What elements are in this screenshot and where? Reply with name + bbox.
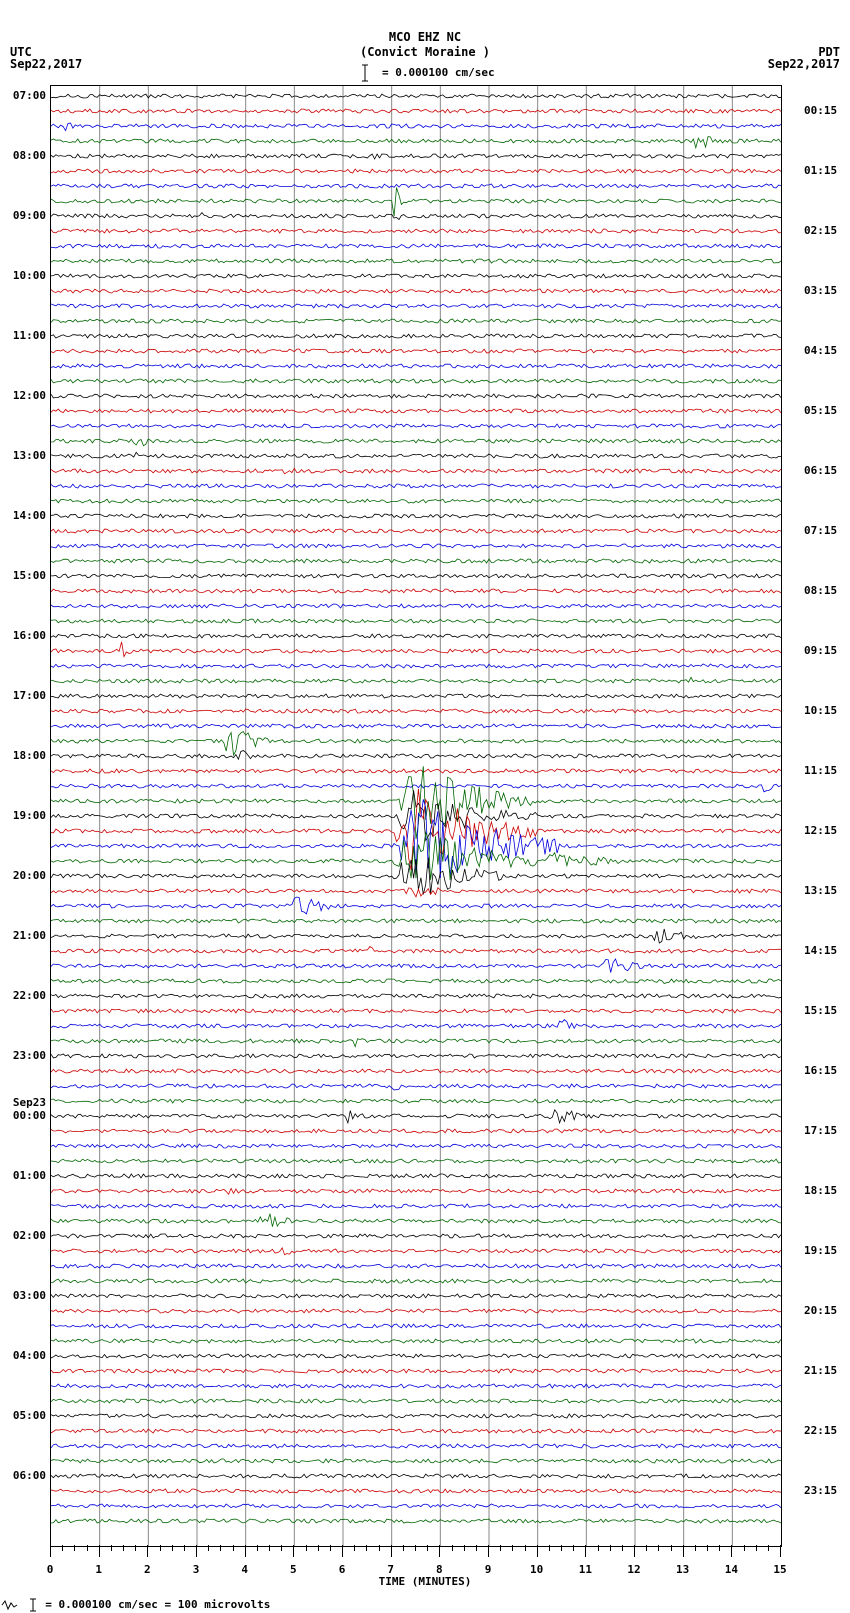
- utc-time-label: 06:00: [13, 1470, 46, 1481]
- utc-time-axis: 07:00 08:00 09:00 10:00 11:00 12:00 13:00 14:00…: [0, 85, 48, 1545]
- footer-scale: = 0.000100 cm/sec = 100 microvolts: [0, 1598, 270, 1612]
- chart-area: [50, 85, 782, 1547]
- scale-text: = 0.000100 cm/sec: [382, 66, 495, 79]
- pdt-time-label: 19:15: [804, 1245, 837, 1256]
- utc-time-label: 07:00: [13, 90, 46, 101]
- x-axis: 0123456789101112131415: [50, 1545, 780, 1575]
- pdt-time-label: 18:15: [804, 1185, 837, 1196]
- utc-time-label: 04:00: [13, 1350, 46, 1361]
- pdt-time-label: 22:15: [804, 1425, 837, 1436]
- station-subtitle: (Convict Moraine ): [0, 45, 850, 59]
- utc-time-label: 21:00: [13, 930, 46, 941]
- x-axis-title: TIME (MINUTES): [0, 1575, 850, 1588]
- pdt-time-label: 07:15: [804, 525, 837, 536]
- pdt-time-label: 09:15: [804, 645, 837, 656]
- pdt-time-label: 14:15: [804, 945, 837, 956]
- utc-time-label: 11:00: [13, 330, 46, 341]
- pdt-time-label: 05:15: [804, 405, 837, 416]
- pdt-time-label: 12:15: [804, 825, 837, 836]
- utc-time-label: 22:00: [13, 990, 46, 1001]
- utc-time-label: 10:00: [13, 270, 46, 281]
- utc-time-label: 12:00: [13, 390, 46, 401]
- utc-time-label: 14:00: [13, 510, 46, 521]
- pdt-time-label: 00:15: [804, 105, 837, 116]
- utc-time-label: 18:00: [13, 750, 46, 761]
- pdt-time-label: 11:15: [804, 765, 837, 776]
- pdt-time-label: 01:15: [804, 165, 837, 176]
- utc-time-label: 09:00: [13, 210, 46, 221]
- scale-indicator: = 0.000100 cm/sec: [0, 63, 850, 83]
- pdt-time-label: 08:15: [804, 585, 837, 596]
- pdt-time-axis: 00:15 01:15 02:15 03:15 04:15 05:15 06:15 07:15…: [802, 85, 850, 1545]
- utc-time-label: 23:00: [13, 1050, 46, 1061]
- pdt-time-label: 20:15: [804, 1305, 837, 1316]
- utc-time-label: 19:00: [13, 810, 46, 821]
- pdt-time-label: 17:15: [804, 1125, 837, 1136]
- utc-time-label: 01:00: [13, 1170, 46, 1181]
- utc-time-label: 03:00: [13, 1290, 46, 1301]
- station-title: MCO EHZ NC: [0, 30, 850, 44]
- utc-time-label: 17:00: [13, 690, 46, 701]
- pdt-time-label: 13:15: [804, 885, 837, 896]
- pdt-time-label: 15:15: [804, 1005, 837, 1016]
- utc-time-label: 05:00: [13, 1410, 46, 1421]
- utc-time-label: 16:00: [13, 630, 46, 641]
- pdt-time-label: 03:15: [804, 285, 837, 296]
- utc-time-label: 00:00: [13, 1110, 46, 1121]
- pdt-time-label: 02:15: [804, 225, 837, 236]
- pdt-time-label: 21:15: [804, 1365, 837, 1376]
- pdt-time-label: 10:15: [804, 705, 837, 716]
- pdt-time-label: 23:15: [804, 1485, 837, 1496]
- right-date-label: Sep22,2017: [768, 57, 840, 71]
- utc-time-label: 20:00: [13, 870, 46, 881]
- pdt-time-label: 16:15: [804, 1065, 837, 1076]
- footer-text: = 0.000100 cm/sec = 100 microvolts: [45, 1598, 270, 1611]
- pdt-time-label: 04:15: [804, 345, 837, 356]
- seismogram-container: MCO EHZ NC (Convict Moraine ) = 0.000100…: [0, 0, 850, 1613]
- utc-time-label: 15:00: [13, 570, 46, 581]
- left-date-label: Sep22,2017: [10, 57, 82, 71]
- day-marker-label: Sep23: [13, 1097, 46, 1108]
- pdt-time-label: 06:15: [804, 465, 837, 476]
- utc-time-label: 02:00: [13, 1230, 46, 1241]
- utc-time-label: 08:00: [13, 150, 46, 161]
- seismogram-plot: [51, 86, 781, 1546]
- utc-time-label: 13:00: [13, 450, 46, 461]
